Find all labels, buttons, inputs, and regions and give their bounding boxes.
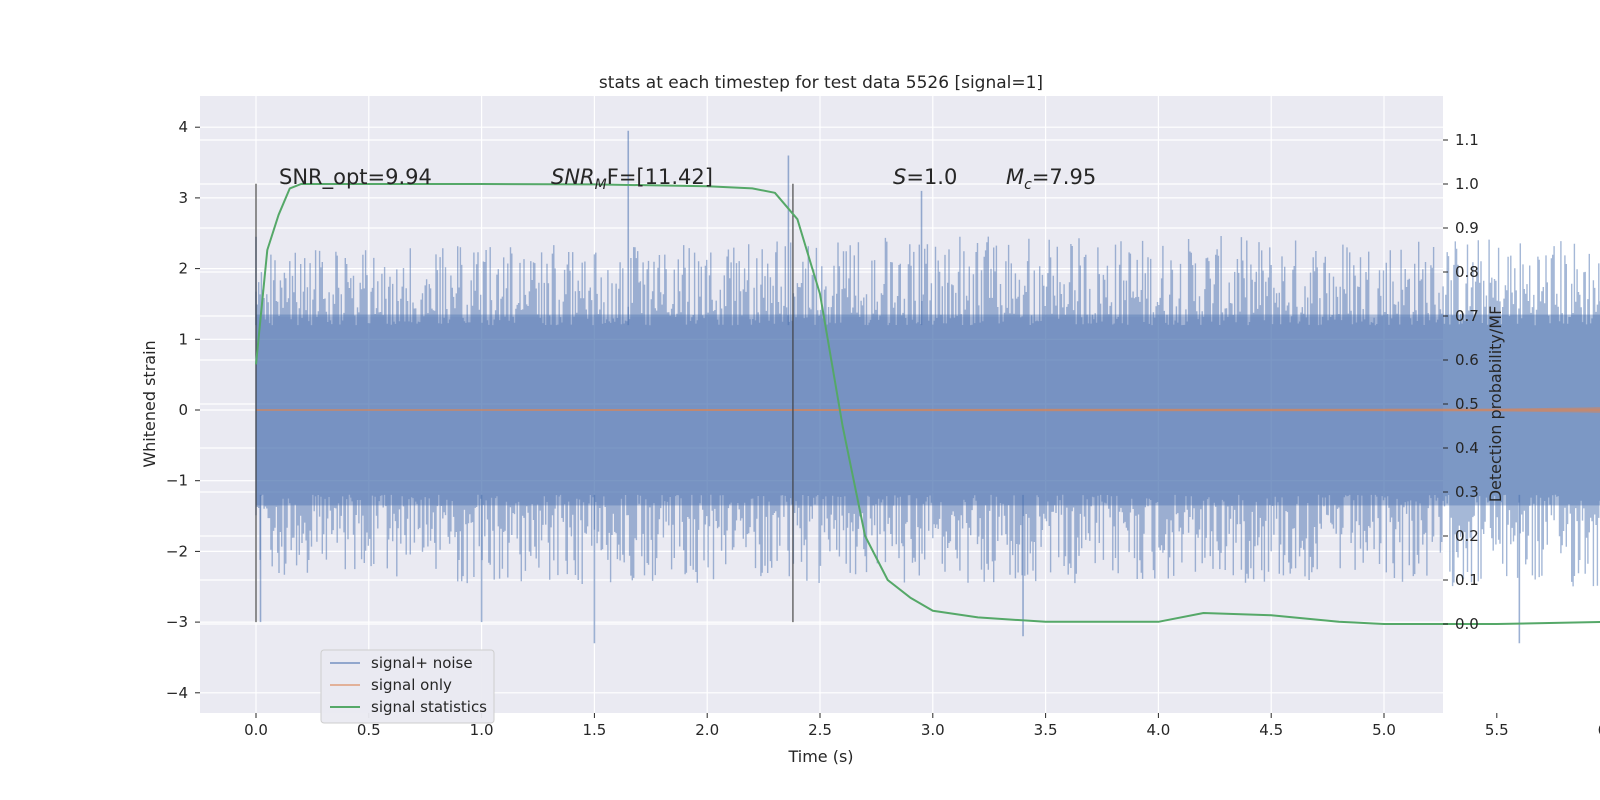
annotation-snr-mf-main: SNR [551,165,595,189]
y2-tick-label: 0.9 [1455,219,1479,237]
annotation-s-symbol: S [893,165,906,189]
legend: signal+ noise signal only signal statist… [320,649,495,724]
x-tick-label: 1.5 [582,721,606,739]
y-tick-label: 2 [178,260,188,278]
y-tick-label: 1 [178,330,188,348]
y2-tick-label: 0.4 [1455,439,1479,457]
y2-tick-label: 0.5 [1455,395,1479,413]
x-axis-label: Time (s) [787,747,853,766]
annotation-mc: Mc=7.95 [1006,165,1096,193]
x-tick-label: 5.0 [1372,721,1396,739]
y2-tick-label: 1.0 [1455,175,1479,193]
y-tick-label: 4 [178,118,188,136]
legend-label-stats: signal statistics [371,698,487,716]
y-tick-label: −1 [166,472,188,490]
annotation-mc-symbol: M [1006,165,1024,189]
x-axis-ticks: 0.00.51.01.52.02.53.03.54.04.55.05.56.06… [244,713,1600,739]
x-tick-label: 3.5 [1034,721,1058,739]
x-tick-label: 6.0 [1598,721,1600,739]
x-tick-label: 2.0 [695,721,719,739]
y2-tick-label: 0.2 [1455,527,1479,545]
y2-tick-label: 1.1 [1455,131,1479,149]
x-tick-label: 4.0 [1146,721,1170,739]
x-tick-label: 2.5 [808,721,832,739]
y2-axis-ticks: 1.1 1.0 0.9 0.8 0.7 0.6 0.5 0.4 0.3 0.2 0.1 0.0 [1443,131,1479,633]
y-tick-label: 3 [178,189,188,207]
y2-tick-label: 0.7 [1455,307,1479,325]
y-axis-ticks: 4 3 2 1 0 −1 −2 −3 −4 [166,118,200,702]
y-axis-label: Whitened strain [140,340,159,467]
y-tick-label: −4 [166,684,188,702]
legend-box [320,649,495,724]
legend-label-noise: signal+ noise [371,654,473,672]
y-tick-label: −2 [166,542,188,560]
y-tick-label: −3 [166,613,188,631]
annotation-s-value: =1.0 [906,165,957,189]
x-tick-label: 3.0 [921,721,945,739]
annotation-snr-opt: SNR_opt=9.94 [279,165,432,190]
y2-tick-label: 0.6 [1455,351,1479,369]
x-tick-label: 0.5 [357,721,381,739]
annotations: SNR_opt=9.94 SNRMF=[11.42] S=1.0 Mc=7.95 [279,165,1096,193]
y2-tick-label: 0.8 [1455,263,1479,281]
signal-statistics-series-layer [255,183,1600,625]
annotation-snr-mf-sub: M [595,177,607,193]
annotation-mc-sub: c [1024,177,1032,193]
annotation-snr-mf-rest: F=[11.42] [607,165,713,189]
chart-title: stats at each timestep for test data 552… [599,73,1043,93]
annotation-snr-mf: SNRMF=[11.42] [551,165,713,193]
annotation-mc-value: =7.95 [1032,165,1096,189]
x-tick-label: 4.5 [1259,721,1283,739]
x-tick-label: 5.5 [1485,721,1509,739]
signal-statistics-line [255,183,1600,625]
y2-tick-label: 0.1 [1455,571,1479,589]
signal-only-series-layer [256,407,1600,413]
x-tick-label: 1.0 [470,721,494,739]
y-tick-label: 0 [178,401,188,419]
vertical-markers [255,183,794,623]
y2-tick-label: 0.3 [1455,483,1479,501]
x-tick-label: 0.0 [244,721,268,739]
legend-label-signal: signal only [371,676,452,694]
annotation-s: S=1.0 [893,165,957,189]
y2-tick-label: 0.0 [1455,615,1479,633]
y2-axis-label: Detection probability/MF [1486,306,1505,503]
